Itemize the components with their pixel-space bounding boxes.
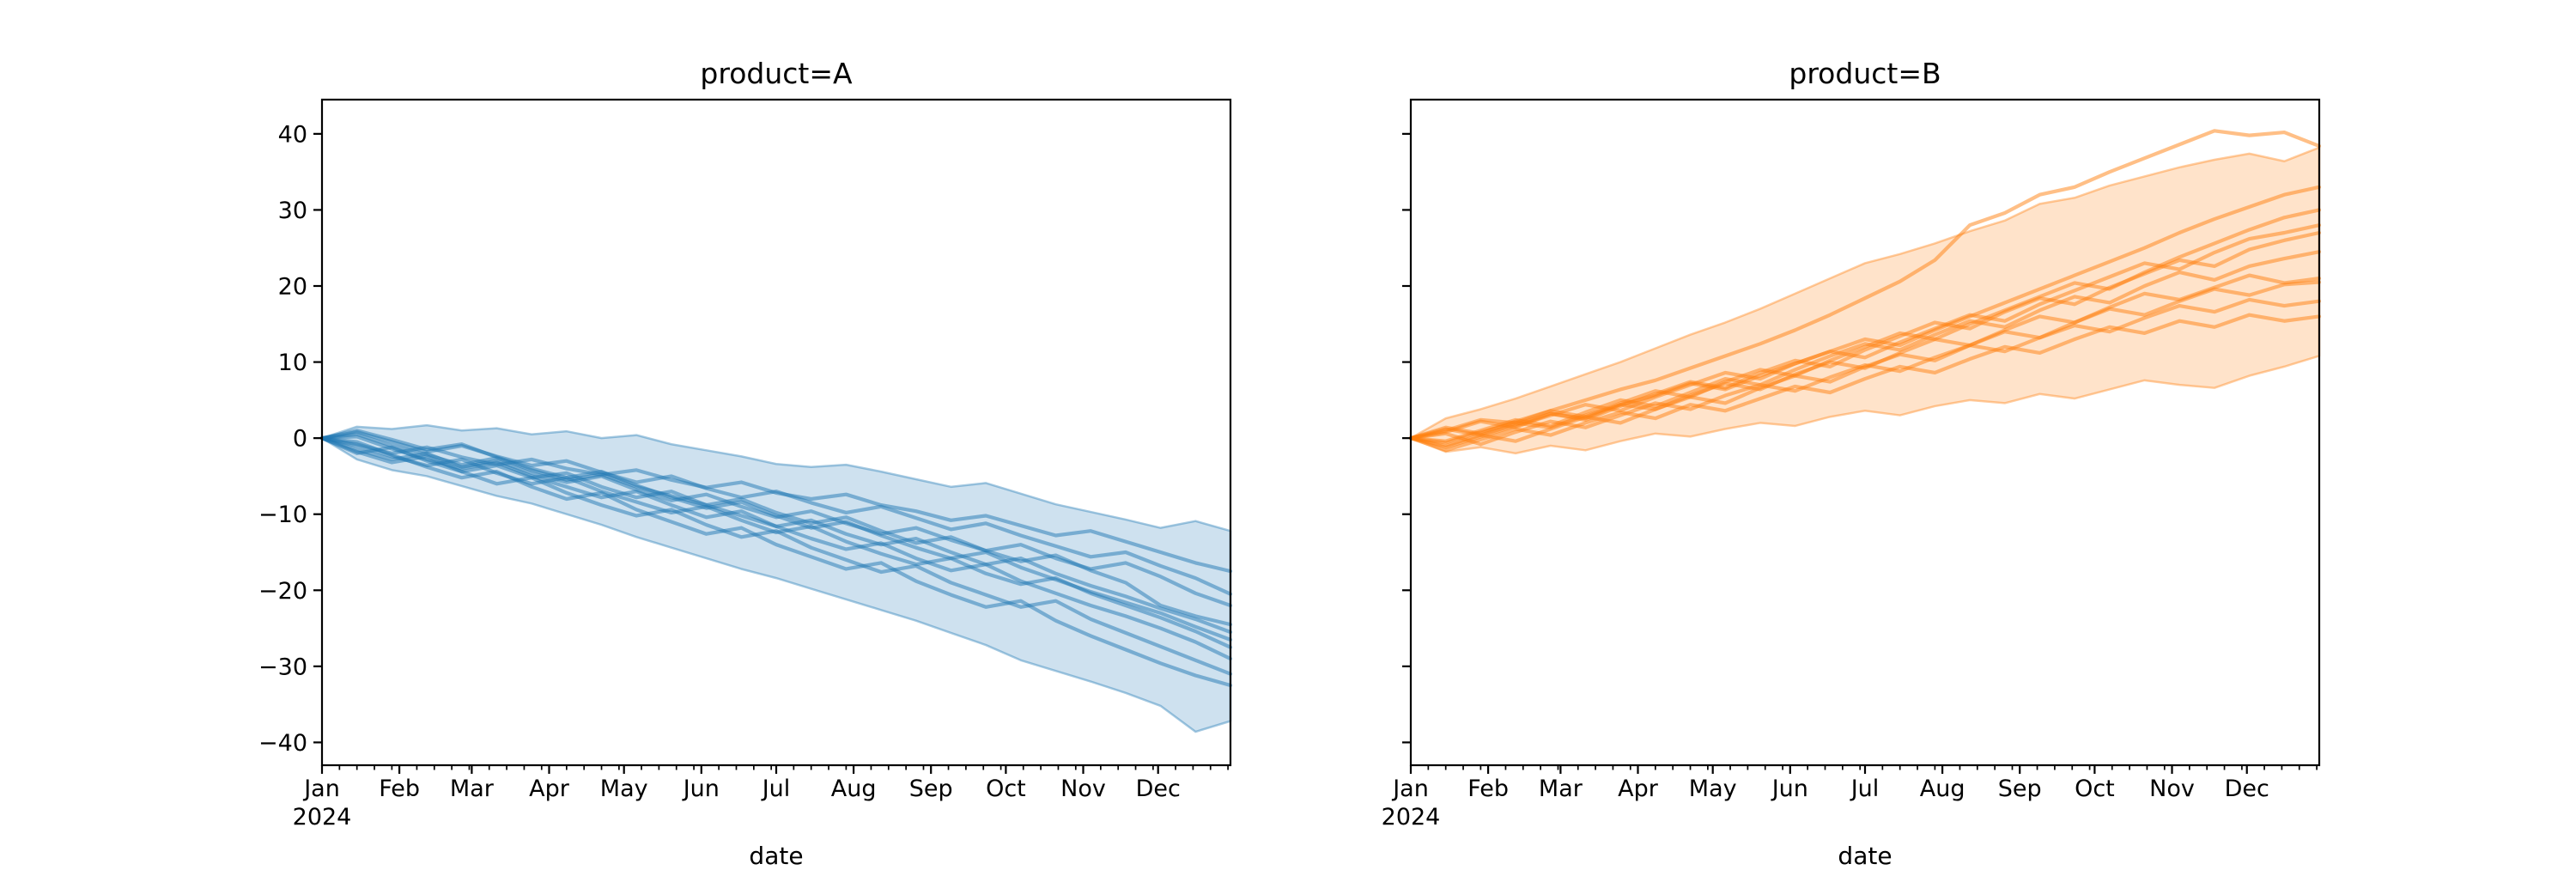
series-line [1408,313,2322,453]
y-tick-label: 10 [278,350,307,376]
x-tick-label: Apr [529,776,570,802]
y-tick-label: −20 [258,578,307,605]
x-tick-year-label: 2024 [293,804,352,830]
x-tick-label: Feb [379,776,420,802]
x-tick-label: Jul [761,776,791,802]
facet-title-product-a: product=A [700,57,853,90]
x-tick-label: May [600,776,648,802]
facet-title-product-b: product=B [1789,57,1941,90]
x-tick-label: Sep [1998,776,2042,802]
x-tick-label: Sep [909,776,953,802]
y-tick-label: 20 [278,274,307,301]
x-tick-label: Dec [1136,776,1181,802]
series-line [319,436,1233,688]
y-tick-label: −10 [258,502,307,528]
series-line [1408,250,2322,443]
x-axis-label-product-b: date [1838,842,1893,870]
y-tick-label: 40 [278,121,307,148]
x-tick-label: Oct [2075,776,2115,802]
x-tick-label: Jun [682,776,720,802]
axes-frame [1409,98,2321,767]
series-line [1408,223,2322,449]
x-tick-label: Apr [1618,776,1659,802]
series-line [319,435,1233,661]
x-tick-label: Nov [2149,776,2195,802]
x-tick-label: Mar [1539,776,1583,802]
x-tick-label: Oct [986,776,1026,802]
x-tick-label: Jul [1850,776,1880,802]
y-tick-label: −40 [258,730,307,757]
axes-frame [320,98,1232,767]
y-tick-label: −30 [258,654,307,680]
x-tick-label: Nov [1060,776,1106,802]
y-tick-label: 0 [293,426,307,453]
x-tick-label: Jan [1391,776,1429,802]
x-tick-label: Jan [302,776,340,802]
x-tick-label: Dec [2225,776,2269,802]
series-line [1408,297,2322,447]
y-tick-label: 30 [278,198,307,224]
x-tick-label: Aug [831,776,877,802]
x-tick-label: Jun [1771,776,1808,802]
series-line [1408,129,2322,441]
x-tick-year-label: 2024 [1382,804,1441,830]
x-axis-label-product-a: date [749,842,804,870]
x-tick-label: Mar [450,776,495,802]
x-tick-label: Feb [1467,776,1509,802]
x-tick-label: Aug [1920,776,1965,802]
x-tick-label: May [1689,776,1737,802]
